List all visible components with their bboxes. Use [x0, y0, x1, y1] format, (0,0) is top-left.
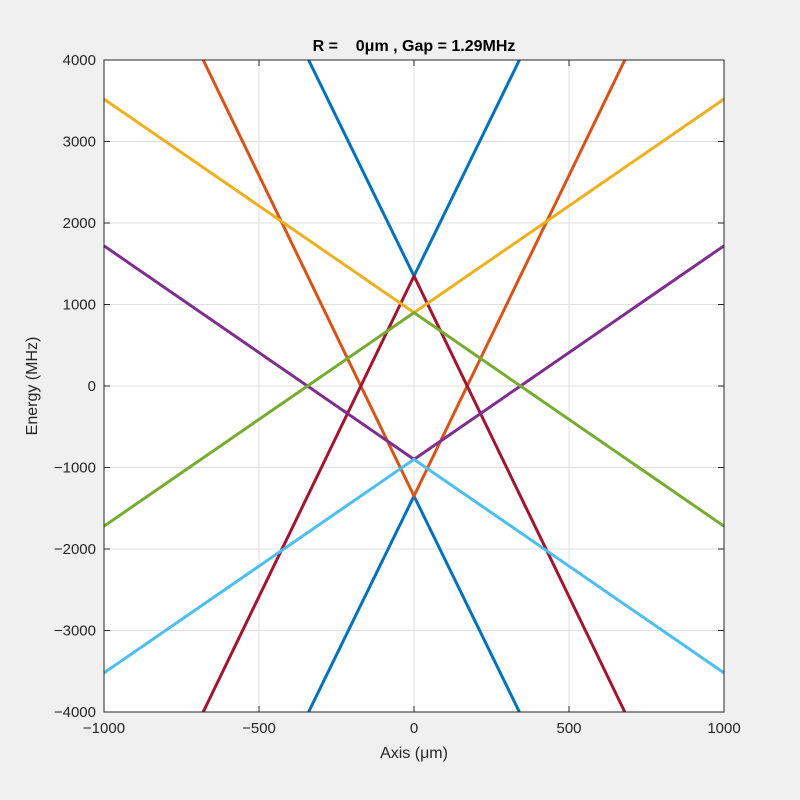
x-tick-label: −1000	[83, 720, 125, 737]
x-tick-label: 1000	[707, 720, 740, 737]
y-tick-label: −1000	[54, 460, 96, 477]
y-tick-label: 0	[88, 378, 96, 395]
y-tick-label: −4000	[54, 704, 96, 721]
y-tick-label: 1000	[63, 297, 96, 314]
series-line	[103, 311, 725, 528]
series-line	[201, 274, 627, 713]
x-tick-label: 500	[556, 720, 581, 737]
y-tick-label: 3000	[63, 134, 96, 151]
y-tick-label: 2000	[63, 215, 96, 232]
y-tick-label: 4000	[63, 52, 96, 69]
y-tick-label: −2000	[54, 541, 96, 558]
y-tick-label: −3000	[54, 623, 96, 640]
tick-labels: −1000 −500 0 500 1000 −4000 −3000 −2000 −1000 0 10…	[54, 52, 741, 737]
series-layer	[103, 59, 725, 713]
ticks	[103, 59, 725, 713]
series-line	[103, 457, 725, 675]
chart-title: R = 0μm , Gap = 1.29MHz	[313, 38, 516, 55]
x-tick-label: 0	[410, 720, 418, 737]
series-line	[201, 59, 627, 498]
x-axis-label: Axis (μm)	[380, 745, 448, 762]
y-axis-label: Energy (MHz)	[24, 337, 41, 436]
x-tick-label: −500	[242, 720, 276, 737]
